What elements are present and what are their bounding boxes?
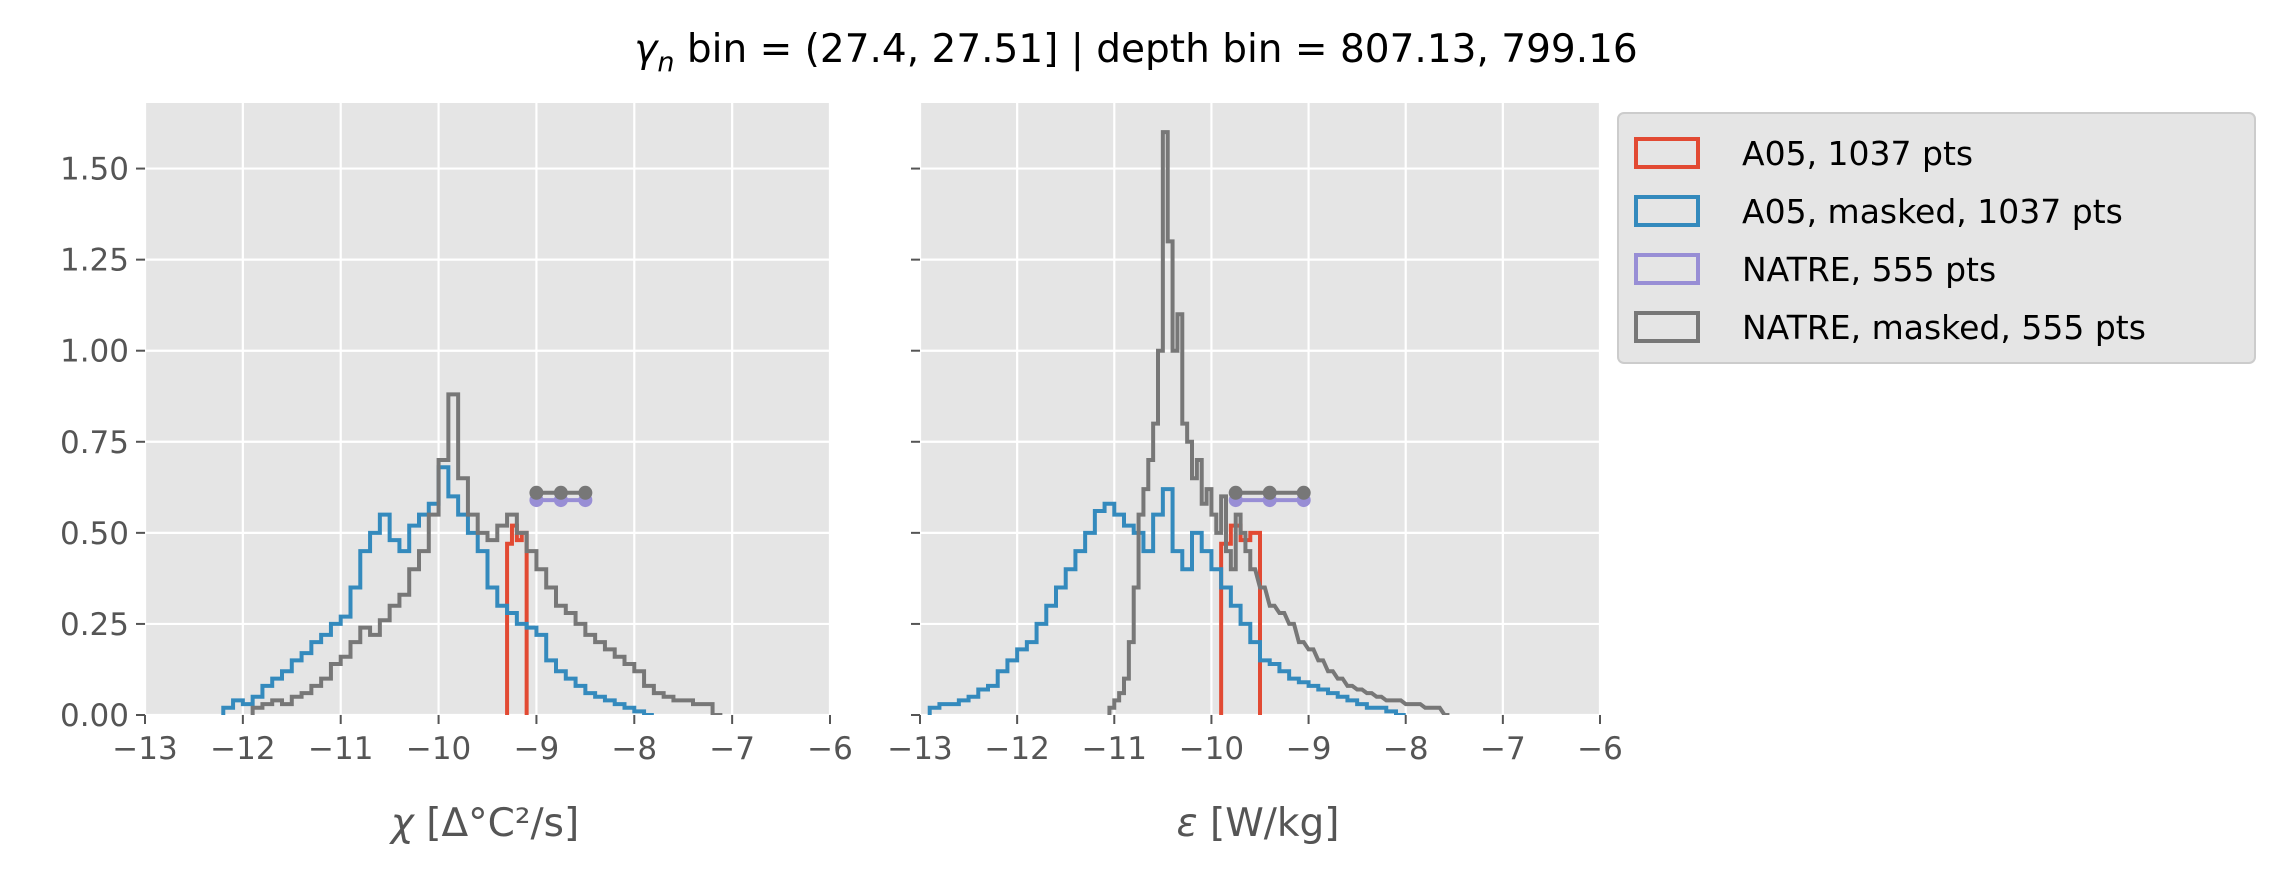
y-tick-label: 0.25 <box>60 607 129 643</box>
series-natre-masked-marker <box>553 485 568 500</box>
series-natre-masked <box>250 392 723 715</box>
legend-swatch-a05 <box>1634 137 1700 169</box>
legend-box <box>1617 112 2256 364</box>
x-tick-label: −11 <box>308 731 373 767</box>
y-tick-label: 0.00 <box>60 698 129 734</box>
x-tick-label: −12 <box>984 731 1049 767</box>
y-tick-label: 1.50 <box>60 152 129 188</box>
legend: A05, 1037 pts A05, masked, 1037 pts NATRE,… <box>1617 112 2256 364</box>
x-tick-label: −9 <box>1286 731 1332 767</box>
y-tick-label: 0.75 <box>60 425 129 461</box>
series-natre-masked-marker <box>578 485 593 500</box>
series-a05-masked <box>927 487 1406 715</box>
x-tick-label: −13 <box>887 731 952 767</box>
legend-label-a05-masked: A05, masked, 1037 pts <box>1742 192 2123 231</box>
series-natre-masked-marker <box>529 485 544 500</box>
x-tick-label: −9 <box>514 731 560 767</box>
title-symbol: γ <box>634 27 659 72</box>
x-tick-label: −12 <box>210 731 275 767</box>
y-tick-label: 1.25 <box>60 243 129 279</box>
legend-label-a05: A05, 1037 pts <box>1742 134 1973 173</box>
series-natre-masked-marker <box>1228 485 1243 500</box>
x-tick-label: −11 <box>1082 731 1147 767</box>
series-natre-masked-marker <box>1296 485 1311 500</box>
series-layer <box>927 130 1450 715</box>
legend-swatch-natre-masked <box>1634 311 1700 343</box>
plot-area <box>145 103 830 715</box>
x-tick-label: −8 <box>1383 731 1429 767</box>
x-tick-label: −7 <box>1480 731 1526 767</box>
y-tick-label: 1.00 <box>60 334 129 370</box>
legend-label-natre-masked: NATRE, masked, 555 pts <box>1742 308 2146 347</box>
x-tick-label: −7 <box>709 731 755 767</box>
epsilon-histogram-panel: −13 −12 −11 −10 −9 −8 −7 −6 <box>887 103 1623 767</box>
legend-swatch-a05-masked <box>1634 195 1700 227</box>
y-tick-label: 0.50 <box>60 516 129 552</box>
x-tick-label: −10 <box>406 731 471 767</box>
series-natre-masked <box>1107 130 1450 715</box>
legend-label-natre: NATRE, 555 pts <box>1742 250 1996 289</box>
x-tick-label: −10 <box>1179 731 1244 767</box>
x-axis-label-chi: χ [Δ°C²/s] <box>389 801 579 846</box>
title-text: bin = (27.4, 27.51] | depth bin = 807.13… <box>674 27 1637 72</box>
series-natre-masked-marker <box>1262 485 1277 500</box>
x-axis-label-chi-symbol: χ <box>389 801 416 846</box>
x-tick-label: −13 <box>112 731 177 767</box>
chart-title: γn bin = (27.4, 27.51] | depth bin = 807… <box>634 27 1637 78</box>
x-axis-label-epsilon-symbol: ε <box>1177 801 1198 846</box>
x-tick-label: −8 <box>611 731 657 767</box>
x-axis-label-epsilon-text: [W/kg] <box>1198 801 1340 846</box>
title-subscript: n <box>657 47 674 78</box>
chi-histogram-panel: −13 −12 −11 −10 −9 −8 −7 −6 0.00 0.25 0.50 0.75 1.00… <box>60 103 853 767</box>
x-axis-label-chi-text: [Δ°C²/s] <box>414 801 579 846</box>
x-tick-label: −6 <box>1577 731 1623 767</box>
series-layer <box>221 392 723 715</box>
x-tick-label: −6 <box>807 731 853 767</box>
legend-swatch-natre <box>1634 253 1700 285</box>
x-axis-label-epsilon: ε [W/kg] <box>1177 801 1340 846</box>
